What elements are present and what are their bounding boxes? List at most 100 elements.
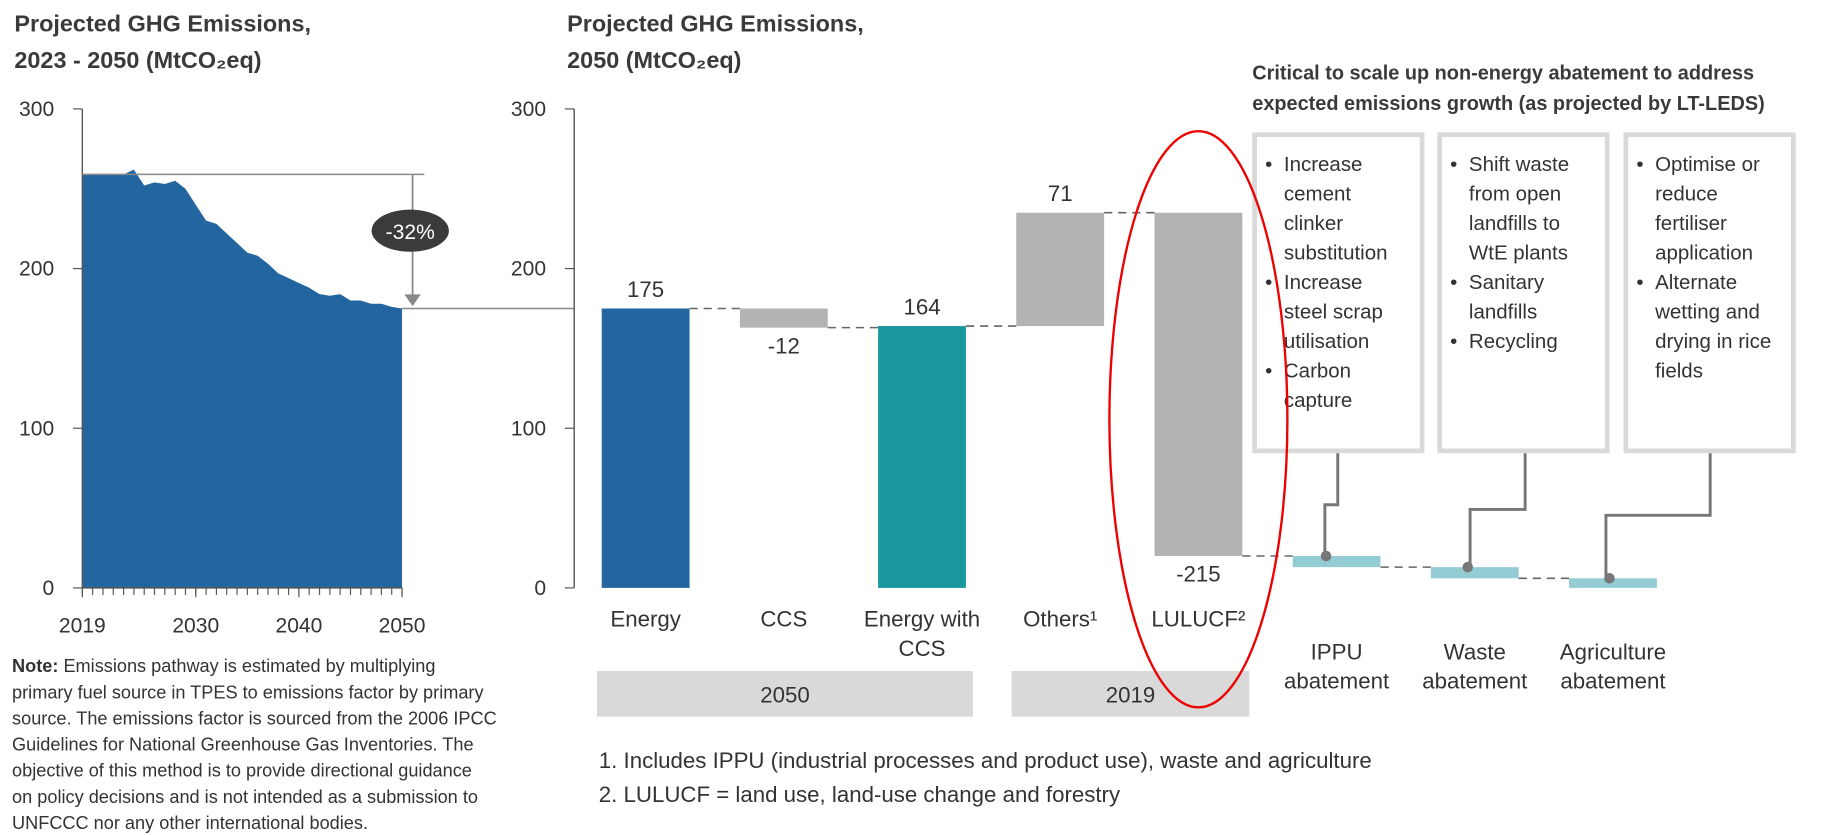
bullet-text: landfills (1469, 301, 1537, 324)
x-tick-label: 2050 (379, 614, 426, 637)
annotation: -32% (386, 221, 435, 244)
connector (1604, 453, 1712, 578)
bullet-text: utilisation (1284, 330, 1369, 353)
right-title: Projected GHG Emissions, (567, 11, 864, 37)
dot (1320, 550, 1332, 562)
x-tick-label: 2030 (172, 614, 219, 637)
bullet-text: Increase (1284, 271, 1363, 294)
bullet-dot: • (1636, 271, 1643, 294)
panel-boxes (1252, 132, 1796, 454)
bullet-text: wetting and (1654, 301, 1760, 324)
bar (1016, 212, 1105, 327)
x-tick-label: 2040 (275, 614, 322, 637)
value-label: -215 (1176, 562, 1221, 587)
connectors (1323, 453, 1712, 578)
group-label: 2050 (760, 683, 810, 708)
group-box (1011, 671, 1250, 717)
bullet-text: Optimise or (1655, 153, 1760, 176)
value-label: 175 (627, 277, 664, 302)
x-tick-label: Agriculture abatement (1560, 639, 1667, 693)
x-tick-label: Energy (610, 607, 681, 632)
bullet-text: fields (1655, 360, 1703, 383)
bullet-text: Recycling (1469, 330, 1558, 353)
note-line: on policy decisions and is not intended … (12, 787, 478, 807)
bullet-text: Alternate (1655, 271, 1737, 294)
bar (1569, 578, 1657, 588)
note-line: Emissions pathway is estimated by multip… (58, 656, 435, 676)
y-tick-label: 200 (19, 258, 54, 281)
bullet-dot: • (1265, 360, 1272, 383)
note-line: source. The emissions factor is sourced … (12, 708, 497, 728)
bullet-text: steel scrap (1284, 301, 1383, 324)
highlight (1108, 129, 1289, 709)
connector (1468, 453, 1527, 566)
box (1252, 132, 1425, 454)
y-tick-label: 100 (19, 417, 54, 440)
note-line: objective of this method is to provide d… (12, 761, 472, 781)
bullet-text: application (1655, 242, 1753, 265)
bullet-text: reduce (1655, 182, 1718, 205)
bullet-text: capture (1284, 389, 1352, 412)
bullet-dot: • (1450, 330, 1457, 353)
footnote: 2. LULUCF = land use, land-use change an… (599, 782, 1121, 807)
note-label: Note: (12, 656, 58, 676)
value-label: -12 (768, 333, 800, 358)
x-tick-label: Energy with CCS (864, 607, 980, 661)
x-tick-label: Others¹ (1023, 607, 1097, 632)
footnote: 1. Includes IPPU (industrial processes a… (599, 748, 1372, 773)
left-title: 2023 - 2050 (MtCO₂eq) (14, 47, 261, 73)
x-tick-label: LULUCF² (1151, 607, 1245, 632)
bullet-text: from open (1469, 182, 1561, 205)
bar (601, 308, 690, 588)
box (1437, 132, 1610, 454)
bar (878, 326, 966, 588)
arrow-head (404, 294, 421, 307)
value-label: 71 (1048, 181, 1073, 206)
y-tick-label: 100 (511, 417, 546, 440)
y-tick-label: 200 (511, 258, 546, 281)
area (82, 169, 403, 588)
y-tick-label: 300 (511, 98, 546, 121)
bullet-dot: • (1450, 271, 1457, 294)
bullet-dot: • (1636, 153, 1643, 176)
bar (739, 308, 828, 328)
left-title: Projected GHG Emissions, (14, 11, 311, 37)
note-line: Guidelines for National Greenhouse Gas I… (12, 735, 474, 755)
x-tick-label: Waste abatement (1422, 639, 1528, 693)
bar (1292, 555, 1381, 568)
dot (1462, 561, 1474, 573)
bullet-dot: • (1265, 271, 1272, 294)
group-box (597, 671, 973, 717)
bullet-text: landfills to (1469, 212, 1560, 235)
bullet-text: WtE plants (1469, 242, 1568, 265)
note-line: UNFCCC nor any other international bodie… (12, 813, 368, 833)
bullet-dot: • (1450, 153, 1457, 176)
value-label: 164 (903, 294, 940, 319)
x-tick-label: 2019 (59, 614, 106, 637)
note-line: primary fuel source in TPES to emissions… (12, 682, 484, 702)
bar (1154, 212, 1243, 556)
y-tick-label: 0 (534, 577, 546, 600)
bullet-text: drying in rice (1655, 330, 1771, 353)
note: Note: Emissions pathway is estimated by … (12, 656, 435, 676)
y-tick-label: 300 (19, 98, 54, 121)
box (1623, 132, 1796, 454)
bullet-dot: • (1265, 153, 1272, 176)
badge (371, 209, 449, 252)
right-title: 2050 (MtCO₂eq) (567, 47, 741, 73)
bullet-text: Sanitary (1469, 271, 1545, 294)
bullet-text: substitution (1284, 242, 1388, 265)
connector (1323, 453, 1340, 556)
dot (1604, 573, 1615, 584)
panel-heading: expected emissions growth (as projected … (1252, 93, 1764, 115)
group-label: 2019 (1106, 683, 1156, 708)
bullet-text: fertiliser (1655, 212, 1727, 235)
panel-heading: Critical to scale up non-energy abatemen… (1252, 63, 1754, 85)
bullet-text: Increase (1284, 153, 1363, 176)
y-tick-label: 0 (43, 577, 55, 600)
bullet-text: clinker (1284, 212, 1343, 235)
x-tick-label: IPPU abatement (1284, 639, 1390, 693)
bullet-text: Shift waste (1469, 153, 1569, 176)
bullet-text: Carbon (1284, 360, 1351, 383)
